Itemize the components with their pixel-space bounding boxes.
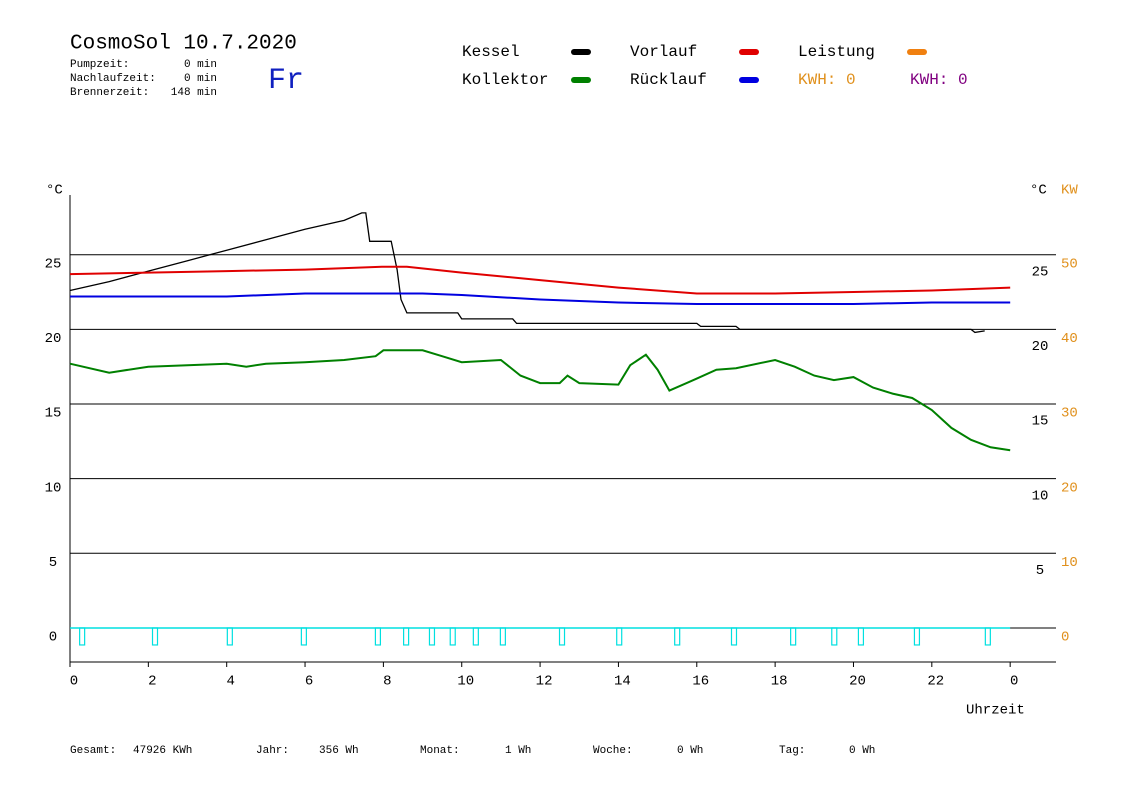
x-tick-label: 0 [70, 674, 78, 690]
y-tick-label: 10 [45, 480, 62, 496]
y-right-tick-label: 10 [1032, 488, 1049, 504]
y-right-tick-label: 25 [1032, 264, 1049, 280]
pulse [403, 627, 410, 646]
pulse [857, 627, 865, 646]
x-label: Uhrzeit [966, 703, 1025, 719]
title: CosmoSol 10.7.2020 [70, 33, 297, 56]
pulse [674, 627, 681, 646]
pulse [790, 627, 797, 646]
pulse [449, 627, 456, 646]
pulse [984, 627, 991, 646]
y2-tick-label: 50 [1061, 256, 1078, 272]
x-tick-label: 6 [305, 674, 313, 690]
pulse [558, 627, 566, 646]
footer-value: 1 Wh [505, 745, 531, 757]
pulse [499, 627, 506, 646]
stat-label: Nachlaufzeit: [70, 73, 156, 85]
y2-unit-c: °C [1030, 183, 1047, 199]
pulse [616, 627, 623, 646]
legend-label: Kessel [462, 43, 520, 61]
stat-value: 0 min [184, 59, 217, 71]
x-tick-label: 20 [849, 674, 866, 690]
y-tick-label: 5 [49, 555, 57, 571]
series-line [69, 349, 1011, 452]
footer-value: 0 Wh [677, 745, 703, 757]
series-line [70, 292, 1011, 305]
x-tick-label: 10 [457, 674, 474, 690]
y2-unit: KW [1061, 183, 1078, 199]
y2-tick-label: 10 [1061, 555, 1078, 571]
pulse [730, 627, 738, 646]
stat-value: 148 min [171, 87, 217, 99]
x-tick-label: 12 [536, 674, 553, 690]
footer-label: Woche: [593, 745, 633, 757]
kwh-label: KWH: 0 [910, 71, 968, 89]
footer-label: Jahr: [256, 745, 289, 757]
x-tick-label: 0 [1010, 674, 1018, 690]
pulse [300, 627, 307, 646]
kwh-label: KWH: 0 [798, 71, 856, 89]
footer-value: 47926 KWh [133, 745, 192, 757]
stat-label: Pumpzeit: [70, 59, 129, 71]
x-tick-label: 22 [927, 674, 944, 690]
pulse [913, 627, 921, 646]
pulse [374, 627, 382, 646]
y-tick-label: 15 [45, 406, 62, 422]
pulse [831, 627, 838, 646]
y2-tick-label: 30 [1061, 406, 1078, 422]
y-right-tick-label: 5 [1036, 563, 1044, 579]
footer-label: Tag: [779, 745, 805, 757]
y2-tick-label: 0 [1061, 630, 1069, 646]
x-tick-label: 14 [614, 674, 631, 690]
x-tick-label: 16 [692, 674, 709, 690]
footer-value: 356 Wh [319, 745, 359, 757]
pulse [79, 627, 86, 646]
footer-label: Gesamt: [70, 745, 116, 757]
x-tick-label: 2 [148, 674, 156, 690]
pulse [151, 627, 159, 646]
day: Fr [268, 64, 304, 98]
series-line [69, 212, 985, 334]
legend-label: Leistung [798, 43, 875, 61]
y2-tick-label: 40 [1061, 331, 1078, 347]
legend-label: Vorlauf [630, 43, 697, 61]
y2-tick-label: 20 [1061, 480, 1078, 496]
stat-value: 0 min [184, 73, 217, 85]
y-tick-label: 25 [45, 256, 62, 272]
y-unit: °C [46, 183, 63, 199]
x-tick-label: 18 [771, 674, 788, 690]
legend-label: Kollektor [462, 71, 548, 89]
legend-label: Rücklauf [630, 71, 707, 89]
footer-value: 0 Wh [849, 745, 875, 757]
footer-label: Monat: [420, 745, 460, 757]
y-right-tick-label: 15 [1032, 414, 1049, 430]
x-tick-label: 4 [226, 674, 234, 690]
stat-label: Brennerzeit: [70, 87, 149, 99]
pulse [226, 627, 233, 646]
y-right-tick-label: 20 [1032, 339, 1049, 355]
pulse [428, 627, 436, 646]
pulse [472, 627, 479, 646]
y-tick-label: 20 [45, 331, 62, 347]
x-tick-label: 8 [383, 674, 391, 690]
y-tick-label: 0 [49, 630, 57, 646]
series-line [69, 265, 1011, 295]
